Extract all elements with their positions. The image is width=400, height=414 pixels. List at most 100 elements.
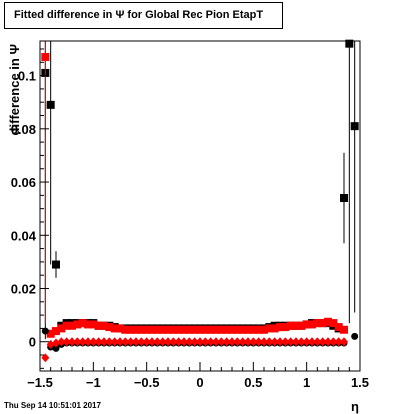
data-point-square [238,325,247,334]
data-point-diamond [313,337,322,347]
data-point-square [281,323,290,332]
data-point-square [84,320,92,329]
data-point-square [105,323,114,332]
data-point-diamond [270,337,279,347]
data-point-diamond [126,337,135,347]
data-point-diamond [244,337,252,347]
data-point-diamond [206,337,215,347]
y-tick-label: 0.06 [11,175,36,190]
data-point-diamond [132,337,140,347]
data-point-square [132,325,140,334]
data-point-square [68,321,76,330]
data-point-diamond [100,337,108,347]
chart-title: Fitted difference in Ψ for Global Rec Pi… [4,2,283,29]
x-tick-label: 1.5 [351,375,369,390]
data-point-circle [351,332,359,340]
data-point-square [62,321,71,330]
data-point-square [73,320,82,329]
data-point-square [254,325,263,334]
data-point-diamond [62,337,71,347]
data-point-diamond [302,337,311,347]
data-point-diamond [286,337,295,347]
data-point-square [41,52,50,61]
data-point-diamond [121,337,130,347]
data-point-diamond [116,337,124,347]
data-point-square [89,320,98,329]
data-point-diamond [292,337,300,347]
data-point-diamond [94,337,103,347]
data-point-square [78,319,87,328]
data-point-square [249,325,258,334]
data-point-diamond [174,337,183,347]
data-point-square [169,325,178,334]
data-point-square [233,325,242,334]
data-point-square [350,122,359,131]
data-point-square [148,325,156,334]
data-point-diamond [52,338,60,348]
data-point-diamond [196,337,204,347]
x-tick-label: 0.5 [244,375,262,390]
data-point-square [180,325,188,334]
data-point-square [174,325,183,334]
data-point-square [340,325,348,334]
y-tick-label: 0.04 [11,228,37,243]
data-point-square [164,325,172,334]
data-point-diamond [329,337,338,347]
data-point-diamond [110,337,119,347]
data-point-square [302,320,311,329]
data-point-diamond [190,337,199,347]
data-point-square [260,325,268,334]
data-point-square [292,321,300,330]
data-point-square [345,39,354,48]
data-point-diamond [180,337,188,347]
data-point-diamond [260,337,268,347]
data-point-diamond [105,337,114,347]
data-point-diamond [254,337,263,347]
x-tick-label: −1.5 [27,375,53,390]
data-point-square [286,321,295,330]
data-point-square [137,325,146,334]
data-point-diamond [281,337,290,347]
data-point-square [185,325,194,334]
data-point-diamond [185,337,194,347]
data-point-square [153,325,162,334]
data-point-square [244,325,252,334]
data-point-diamond [334,337,343,347]
data-point-diamond [158,337,167,347]
data-point-diamond [233,337,242,347]
data-point-diamond [276,337,284,347]
data-point-diamond [142,337,151,347]
data-point-square [270,324,279,333]
data-point-diamond [324,337,332,347]
data-point-diamond [222,337,231,347]
data-point-square [297,321,306,330]
x-tick-label: −1 [86,375,101,390]
data-point-square [334,323,343,332]
data-point-square [212,325,220,334]
data-point-square [46,100,55,109]
data-point-diamond [201,337,210,347]
data-point-square [313,319,322,328]
data-point-square [126,325,135,334]
data-point-circle [41,327,49,335]
data-point-diamond [73,337,82,347]
data-point-square [142,325,151,334]
data-point-diamond [68,337,76,347]
data-point-square [121,325,130,334]
x-tick-label: 1 [303,375,310,390]
y-tick-label: 0.1 [18,69,36,84]
data-point-diamond [137,337,146,347]
data-point-square [100,321,108,330]
x-axis-title: η [351,399,359,414]
data-point-square [276,323,284,332]
data-point-square [110,324,119,333]
data-point-square [46,329,55,338]
data-point-square [329,319,338,328]
x-tick-label: −0.5 [134,375,160,390]
data-point-circle [52,344,60,352]
chart-axes: −1.5 −1 −0.5 0 0.5 1 1.5 0 0.02 0.04 0.06 0.08 0.1 [11,48,369,390]
data-point-diamond [308,337,316,347]
data-point-square [116,324,124,333]
data-point-diamond [78,337,87,347]
data-point-square [201,325,210,334]
